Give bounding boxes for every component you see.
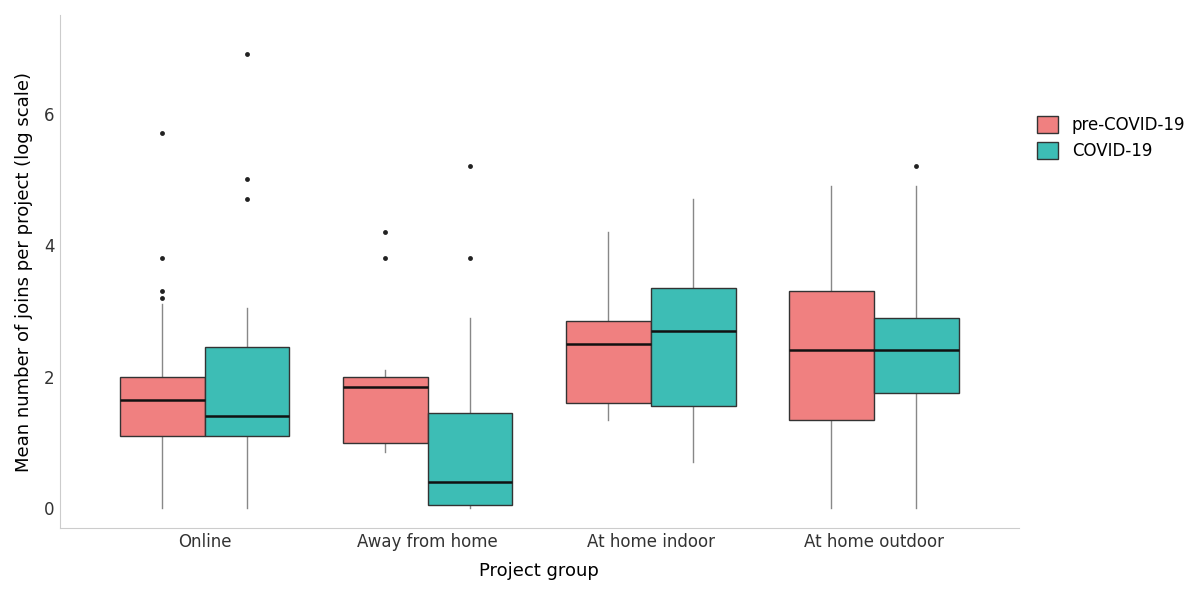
X-axis label: Project group: Project group [479, 562, 599, 580]
Bar [427, 413, 512, 505]
Bar [205, 347, 289, 436]
Bar [343, 377, 427, 443]
Y-axis label: Mean number of joins per project (log scale): Mean number of joins per project (log sc… [16, 71, 34, 471]
Legend: pre-COVID-19, COVID-19: pre-COVID-19, COVID-19 [1037, 115, 1186, 160]
Bar [874, 318, 959, 393]
Bar [566, 321, 650, 403]
Bar [120, 377, 205, 436]
Bar [650, 288, 736, 406]
Bar [790, 291, 874, 419]
